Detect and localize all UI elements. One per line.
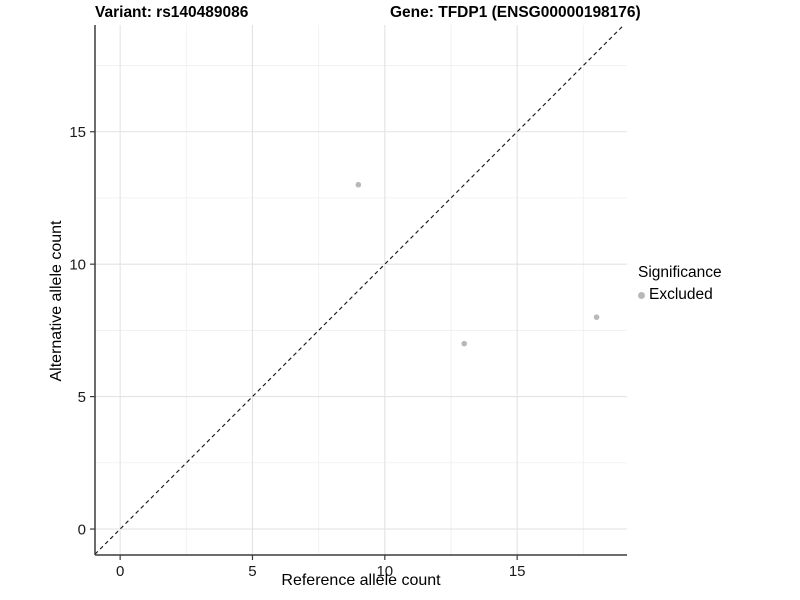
legend: Significance Excluded [638,264,798,304]
plot-title-variant: Variant: rs140489086 [95,4,249,21]
legend-point-icon [638,291,645,299]
legend-title: Significance [638,264,722,281]
x-tick-label: 15 [509,563,526,580]
data-point [593,314,600,320]
y-tick-label: 10 [69,257,86,274]
legend-item-excluded: Excluded [638,286,798,304]
y-axis-label: Alternative allele count [48,220,65,382]
x-tick-label: 5 [248,563,256,580]
plot-title-gene: Gene: TFDP1 (ENSG00000198176) [390,4,641,21]
identity-line [94,24,625,555]
x-tick-label: 10 [376,563,393,580]
y-tick-label: 15 [69,124,86,141]
data-point [461,340,468,347]
x-axis-label: Reference allele count [281,572,441,589]
legend-item-label: Excluded [649,286,713,303]
data-point [355,181,362,188]
y-tick-label: 0 [78,522,86,539]
x-tick-label: 0 [116,563,124,580]
y-tick-label: 5 [78,389,86,406]
